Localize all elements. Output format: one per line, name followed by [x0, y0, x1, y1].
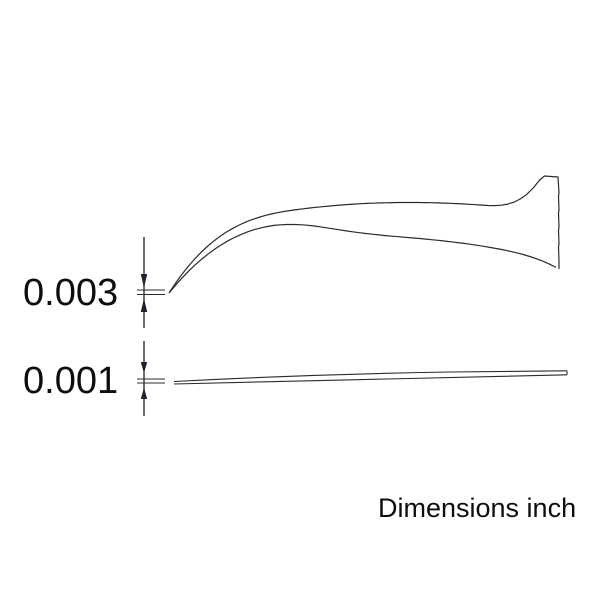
svg-text:Dimensions inch: Dimensions inch: [378, 493, 576, 523]
svg-text:0.001: 0.001: [23, 360, 118, 402]
svg-text:0.003: 0.003: [23, 272, 118, 314]
